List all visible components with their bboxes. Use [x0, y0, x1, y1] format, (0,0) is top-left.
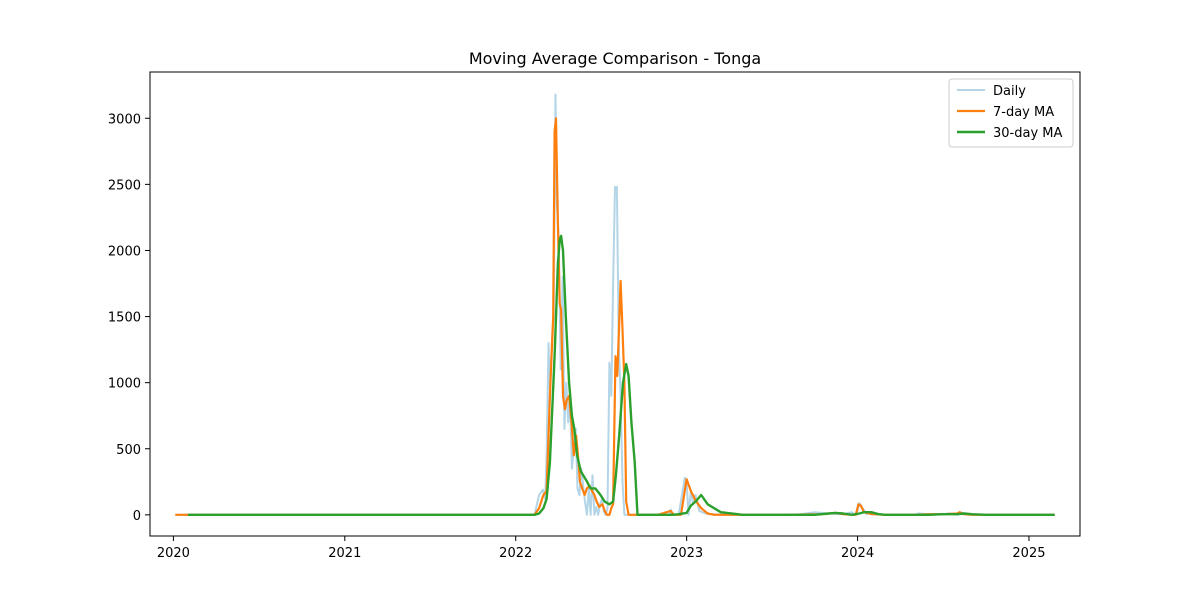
chart-title: Moving Average Comparison - Tonga: [469, 49, 761, 68]
plot-area: [149, 71, 1081, 537]
legend-label: 7-day MA: [993, 105, 1054, 120]
y-tick-label: 3000: [108, 112, 141, 127]
x-tick-label: 2025: [1012, 546, 1045, 561]
y-tick-label: 2500: [108, 178, 141, 193]
y-tick-label: 1000: [108, 377, 141, 392]
x-tick-label: 2022: [499, 546, 532, 561]
y-tick-label: 0: [133, 509, 141, 524]
x-tick-label: 2021: [328, 546, 361, 561]
y-axis: 0 500 1000 1500 2000 2500 3000: [108, 112, 150, 524]
y-tick-label: 2000: [108, 244, 141, 259]
legend-label: Daily: [993, 84, 1026, 99]
y-tick-label: 1500: [108, 311, 141, 326]
y-tick-label: 500: [116, 443, 141, 458]
legend-label: 30-day MA: [993, 126, 1062, 141]
x-tick-label: 2020: [157, 546, 190, 561]
series-line-7-day-ma: [175, 117, 1055, 516]
legend-box: [948, 78, 1074, 148]
legend: Daily 7-day MA 30-day MA: [948, 78, 1074, 148]
series-line-30-day-ma: [187, 234, 1055, 516]
x-tick-label: 2023: [670, 546, 703, 561]
x-axis: 2020 2021 2022 2023 2024 2025: [157, 536, 1046, 561]
series-layer: [175, 93, 1055, 516]
plot-frame: [149, 71, 1081, 537]
x-tick-label: 2024: [841, 546, 874, 561]
